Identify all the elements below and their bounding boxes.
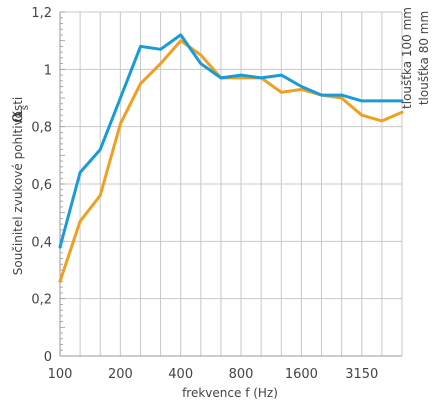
svg-text:Součinitel zvukové pohltivosti: Součinitel zvukové pohltivosti <box>11 97 25 276</box>
x-axis-label: frekvence f (Hz) <box>182 386 278 400</box>
y-tick-label: 1,2 <box>31 6 52 21</box>
axes <box>59 11 402 357</box>
y-tick-label: 0 <box>44 350 52 365</box>
x-tick-label: 400 <box>168 367 193 382</box>
series-layer <box>58 33 404 283</box>
x-tick-label: 3150 <box>345 367 378 382</box>
tick-labels: 0 0,2 0,4 0,6 0,8 1 1,2 100 200 400 800 1600 3150 <box>31 6 378 382</box>
y-axis-label-text: Součinitel zvukové pohltivosti <box>11 97 25 276</box>
series-line-0 <box>58 33 404 249</box>
legend-item-80mm: tloušťka 80 mm <box>417 11 431 105</box>
x-tick-label: 1600 <box>285 367 318 382</box>
y-tick-label: 0,4 <box>31 235 52 250</box>
y-tick-label: 1 <box>44 63 52 78</box>
legend: tloušťka 100 mm tloušťka 80 mm <box>400 7 431 109</box>
y-tick-label: 0,6 <box>31 178 52 193</box>
x-tick-label: 200 <box>108 367 133 382</box>
alpha-symbol: α <box>5 110 27 123</box>
grid <box>59 11 403 357</box>
y-tick-label: 0,2 <box>31 293 52 308</box>
legend-item-100mm: tloušťka 100 mm <box>400 7 414 109</box>
y-axis-label: Součinitel zvukové pohltivosti <box>11 97 25 276</box>
alpha-subscript: s <box>20 105 31 110</box>
y-axis-symbol: αs <box>5 105 31 123</box>
svg-text:αs: αs <box>5 105 31 123</box>
x-tick-label: 100 <box>48 367 73 382</box>
y-tick-label: 0,8 <box>31 121 52 136</box>
x-tick-label: 800 <box>229 367 254 382</box>
